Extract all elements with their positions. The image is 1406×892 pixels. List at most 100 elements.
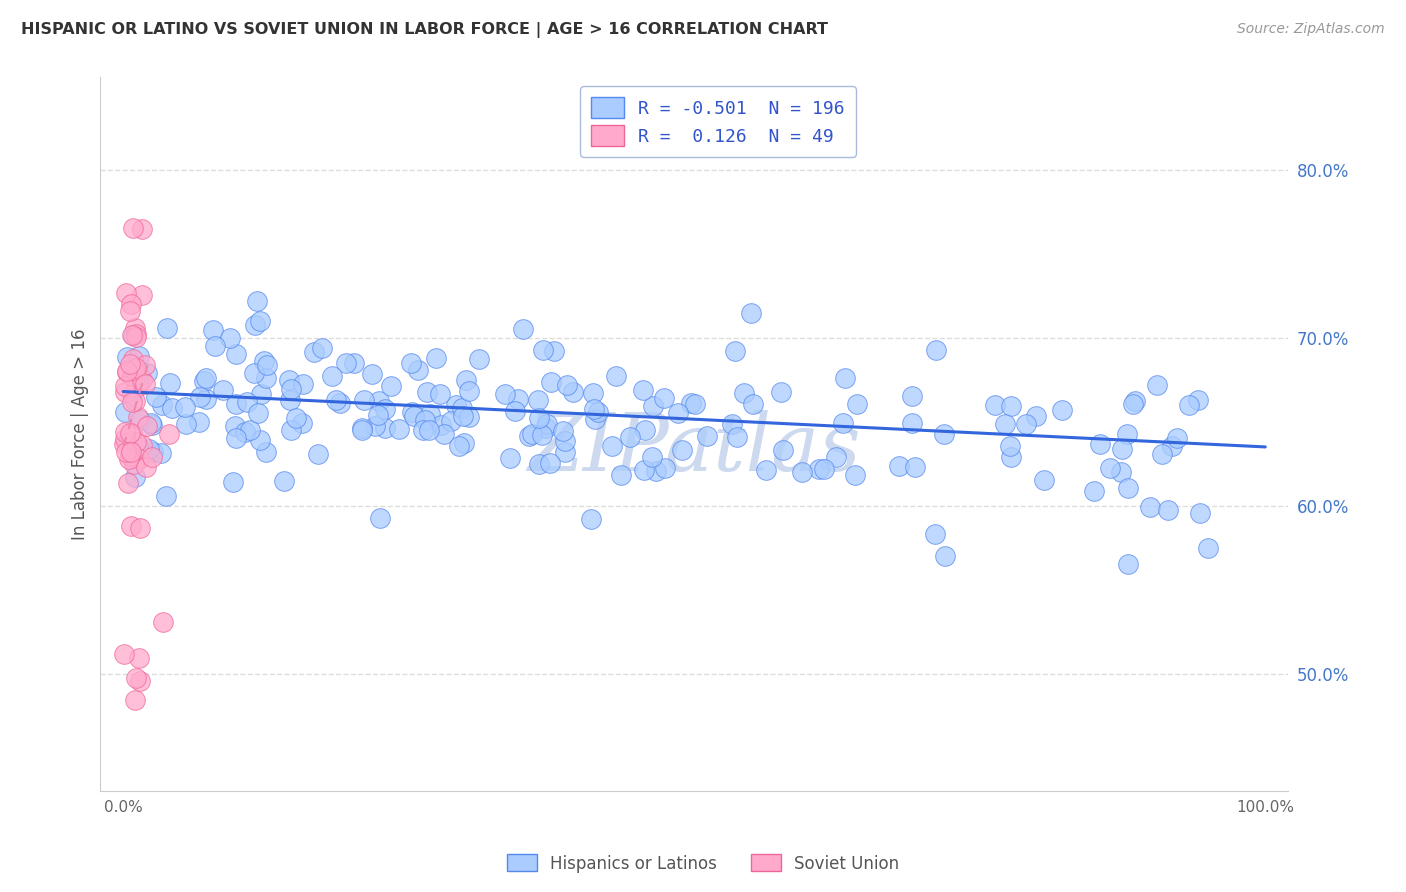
- Point: [329, 395, 352, 409]
- Point: [619, 430, 641, 444]
- Point: [125, 434, 148, 449]
- Point: [114, 379, 136, 393]
- Point: [117, 476, 139, 491]
- Point: [157, 426, 180, 441]
- Point: [419, 407, 441, 421]
- Point: [364, 418, 387, 433]
- Point: [529, 410, 551, 425]
- Point: [114, 432, 136, 446]
- Point: [583, 412, 606, 426]
- Point: [367, 394, 389, 409]
- Point: [321, 369, 343, 384]
- Point: [173, 401, 195, 415]
- Point: [681, 396, 703, 410]
- Point: [1122, 397, 1144, 411]
- Point: [631, 383, 654, 397]
- Point: [188, 391, 211, 405]
- Point: [114, 285, 136, 300]
- Point: [529, 457, 551, 471]
- Point: [131, 288, 153, 302]
- Point: [451, 409, 474, 424]
- Point: [138, 442, 160, 457]
- Point: [1157, 503, 1180, 517]
- Point: [934, 549, 956, 563]
- Point: [121, 328, 143, 343]
- Point: [506, 392, 529, 406]
- Point: [280, 382, 302, 396]
- Point: [540, 375, 562, 389]
- Point: [280, 423, 302, 437]
- Point: [641, 450, 664, 464]
- Point: [311, 341, 333, 355]
- Point: [1083, 484, 1105, 499]
- Point: [530, 427, 553, 442]
- Point: [112, 647, 135, 661]
- Point: [128, 376, 150, 391]
- Point: [412, 423, 434, 437]
- Point: [246, 293, 269, 308]
- Point: [350, 421, 373, 435]
- Point: [932, 427, 955, 442]
- Point: [136, 418, 159, 433]
- Point: [402, 409, 425, 424]
- Point: [1188, 506, 1211, 520]
- Point: [202, 323, 225, 337]
- Point: [141, 418, 163, 433]
- Point: [325, 393, 347, 408]
- Point: [304, 345, 326, 359]
- Point: [1050, 403, 1073, 417]
- Point: [406, 363, 429, 377]
- Point: [1109, 465, 1132, 479]
- Point: [1032, 473, 1054, 487]
- Point: [527, 393, 550, 408]
- Point: [361, 368, 384, 382]
- Point: [581, 385, 603, 400]
- Point: [901, 416, 924, 430]
- Point: [887, 458, 910, 473]
- Point: [633, 463, 655, 477]
- Point: [115, 436, 138, 450]
- Point: [247, 406, 270, 420]
- Point: [115, 351, 138, 365]
- Point: [512, 322, 534, 336]
- Point: [740, 305, 762, 319]
- Point: [440, 414, 463, 428]
- Point: [128, 651, 150, 665]
- Point: [643, 399, 665, 413]
- Point: [193, 374, 215, 388]
- Point: [353, 392, 375, 407]
- Point: [176, 417, 198, 431]
- Point: [195, 392, 218, 407]
- Point: [142, 445, 165, 459]
- Point: [122, 363, 145, 377]
- Point: [121, 368, 143, 383]
- Point: [284, 411, 307, 425]
- Point: [127, 368, 149, 382]
- Point: [131, 373, 153, 387]
- Point: [120, 426, 142, 441]
- Point: [399, 356, 422, 370]
- Point: [249, 433, 271, 447]
- Point: [1025, 409, 1047, 423]
- Point: [204, 339, 226, 353]
- Point: [499, 451, 522, 466]
- Point: [696, 428, 718, 442]
- Point: [277, 373, 299, 387]
- Point: [742, 397, 765, 411]
- Point: [124, 469, 146, 483]
- Point: [115, 364, 138, 378]
- Point: [1152, 447, 1174, 461]
- Point: [401, 405, 423, 419]
- Point: [139, 416, 162, 430]
- Point: [117, 365, 139, 379]
- Point: [125, 441, 148, 455]
- Point: [114, 445, 136, 459]
- Point: [121, 425, 143, 440]
- Point: [121, 395, 143, 409]
- Point: [579, 511, 602, 525]
- Point: [388, 422, 411, 436]
- Point: [453, 435, 475, 450]
- Point: [998, 440, 1021, 454]
- Point: [128, 451, 150, 466]
- Point: [1116, 426, 1139, 441]
